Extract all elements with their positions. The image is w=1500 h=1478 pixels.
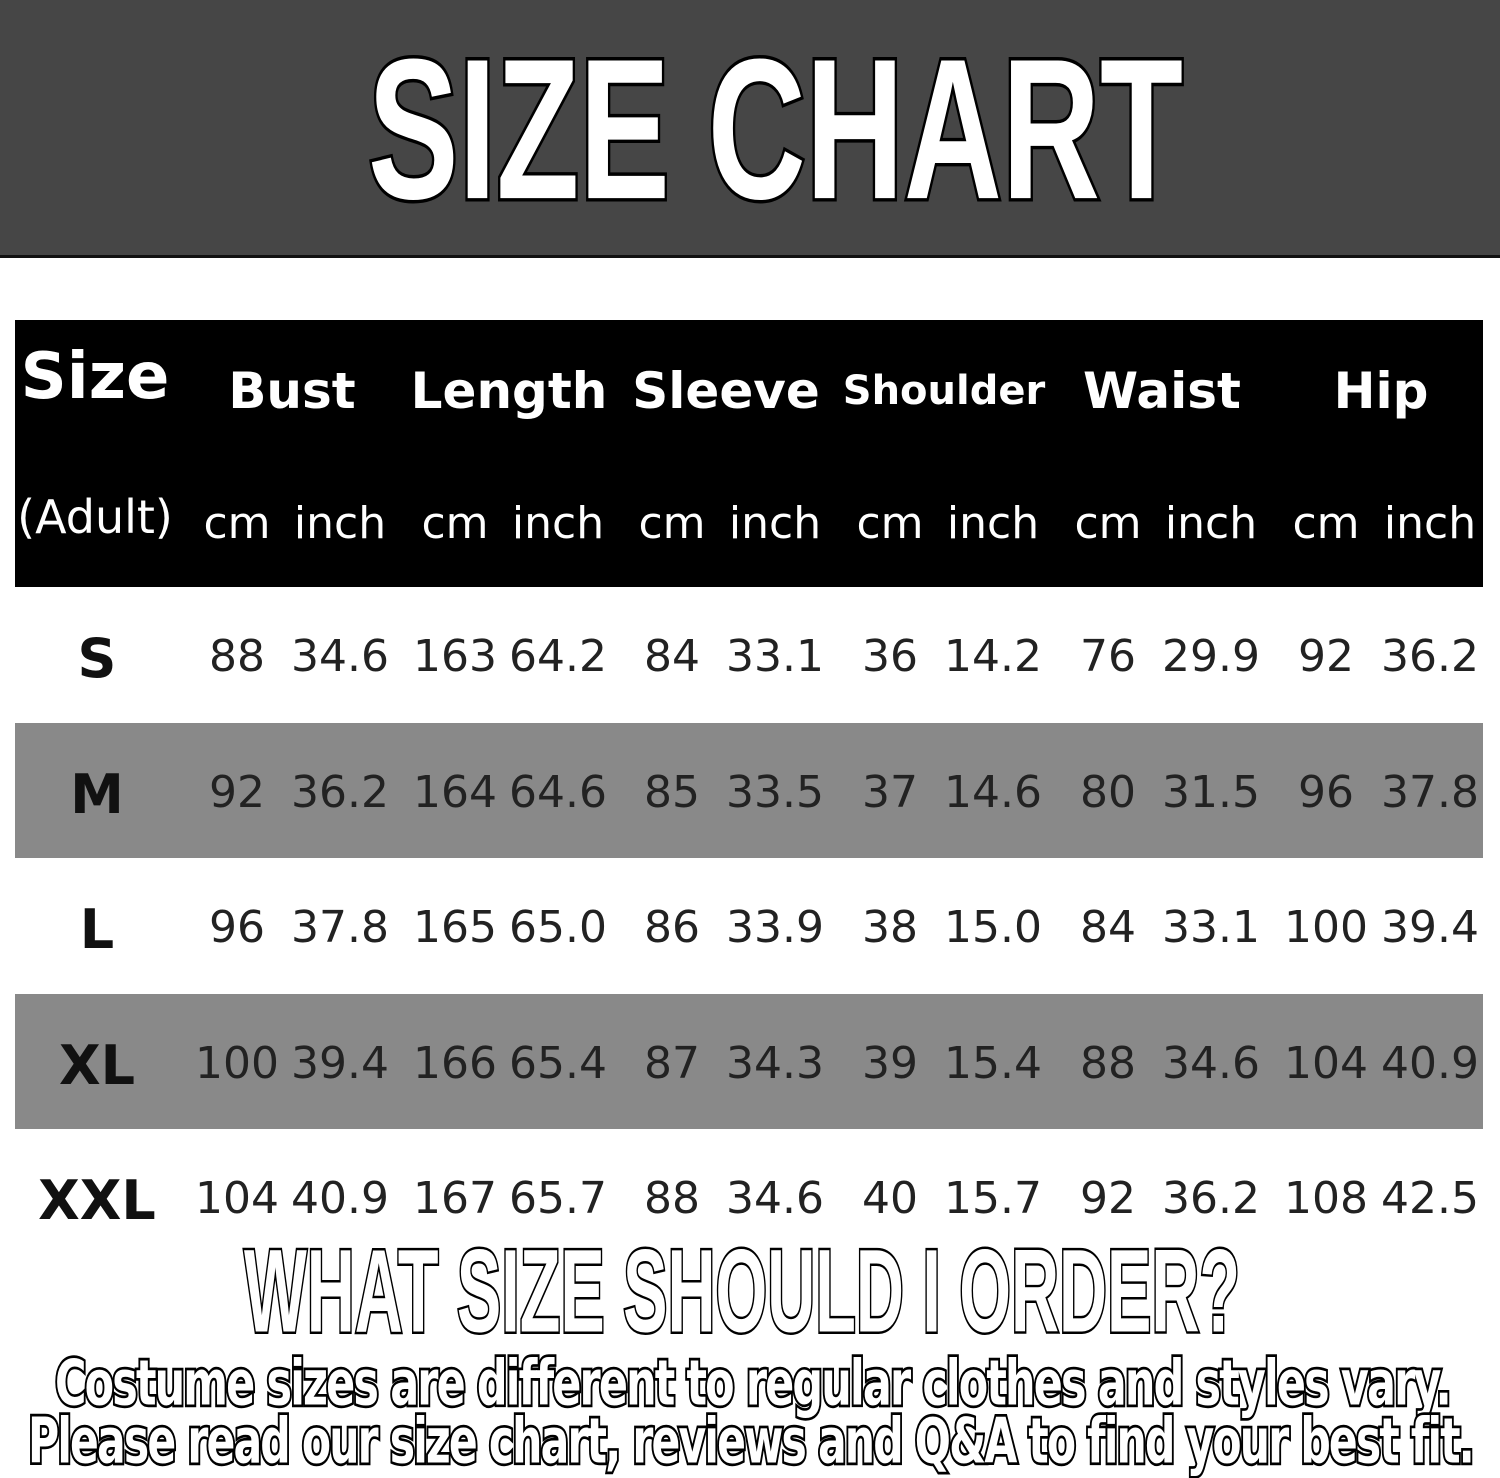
column-header-hip: Hip — [1333, 362, 1429, 420]
table-cell: 100 — [195, 1037, 279, 1089]
table-cell: 33.9 — [726, 902, 824, 953]
table-cell: 65.4 — [509, 1037, 607, 1089]
table-cell: 15.4 — [944, 1037, 1042, 1089]
column-header-length: Length — [410, 362, 608, 420]
table-cell: 14.6 — [944, 766, 1042, 818]
table-cell: 65.0 — [509, 902, 607, 953]
unit-header-cm: cm — [638, 498, 706, 549]
unit-header-inch: inch — [293, 498, 387, 549]
table-cell: 104 — [195, 1173, 279, 1224]
table-cell: 96 — [209, 902, 265, 953]
column-header-size: Size — [20, 340, 170, 414]
size-table: Size Bust Length Sleeve Shoulder Waist Hip (Adu… — [15, 320, 1483, 1265]
table-cell: 166 — [413, 1037, 497, 1089]
unit-header-cm: cm — [203, 498, 271, 549]
table-cell: 84 — [644, 631, 700, 682]
table-cell: 15.0 — [944, 902, 1042, 953]
table-cell: 80 — [1080, 766, 1136, 818]
table-header: Size Bust Length Sleeve Shoulder Waist Hip (Adu… — [15, 320, 1483, 587]
table-cell: 34.6 — [291, 631, 389, 682]
table-cell: 37.8 — [1381, 766, 1479, 818]
unit-header-inch: inch — [728, 498, 822, 549]
column-header-waist: Waist — [1083, 362, 1241, 420]
table-cell: 36.2 — [1162, 1173, 1260, 1224]
table-row: M 92 36.2 164 64.6 85 33.5 37 14.6 80 31.5 96 37.8 — [15, 722, 1483, 858]
table-cell: 37 — [862, 766, 918, 818]
table-cell: 36.2 — [1381, 631, 1479, 682]
table-cell: 76 — [1080, 631, 1136, 682]
size-label: M — [70, 762, 124, 826]
table-cell: 165 — [413, 902, 497, 953]
table-cell: 34.6 — [1162, 1037, 1260, 1089]
table-cell: 92 — [1298, 631, 1354, 682]
table-cell: 164 — [413, 766, 497, 818]
table-cell: 15.7 — [944, 1173, 1042, 1224]
table-cell: 36.2 — [291, 766, 389, 818]
table-row: L 96 37.8 165 65.0 86 33.9 38 15.0 84 33.1 100 39.4 — [15, 858, 1483, 994]
unit-header-inch: inch — [1383, 498, 1477, 549]
size-label: S — [77, 627, 117, 690]
unit-header-cm: cm — [856, 498, 924, 549]
title-band — [0, 0, 1500, 258]
table-cell: 92 — [1080, 1173, 1136, 1224]
table-cell: 31.5 — [1162, 766, 1260, 818]
table-cell: 88 — [644, 1173, 700, 1224]
table-cell: 40.9 — [1381, 1037, 1479, 1089]
advice-line-2: Please read our size chart, reviews and … — [26, 1404, 1477, 1478]
table-cell: 33.1 — [1162, 902, 1260, 953]
table-cell: 33.1 — [726, 631, 824, 682]
table-cell: 85 — [644, 766, 700, 818]
table-row: XXL 104 40.9 167 65.7 88 34.6 40 15.7 92 36.2 108 42… — [15, 1129, 1483, 1265]
table-cell: 33.5 — [726, 766, 824, 818]
table-cell: 40 — [862, 1173, 918, 1224]
unit-header-cm: cm — [1074, 498, 1142, 549]
table-cell: 36 — [862, 631, 918, 682]
column-header-shoulder: Shoulder — [842, 368, 1046, 414]
table-cell: 37.8 — [291, 902, 389, 953]
table-cell: 64.2 — [509, 631, 607, 682]
unit-header-cm: cm — [421, 498, 489, 549]
unit-header-inch: inch — [511, 498, 605, 549]
size-label: XL — [58, 1033, 136, 1097]
column-subheader-adult: (Adult) — [17, 490, 173, 544]
table-cell: 39.4 — [1381, 902, 1479, 953]
size-label: L — [79, 898, 115, 961]
unit-header-inch: inch — [1164, 498, 1258, 549]
table-row: S 88 34.6 163 64.2 84 33.1 36 14.2 76 29.9 92 36.2 — [15, 587, 1483, 723]
column-header-bust: Bust — [228, 362, 356, 420]
table-cell: 108 — [1284, 1173, 1368, 1224]
table-cell: 167 — [413, 1173, 497, 1224]
table-cell: 39.4 — [291, 1037, 389, 1089]
table-cell: 92 — [209, 766, 265, 818]
table-cell: 39 — [862, 1037, 918, 1089]
table-cell: 96 — [1298, 766, 1354, 818]
page-title: SIZE CHART — [366, 17, 1186, 242]
table-cell: 29.9 — [1162, 631, 1260, 682]
table-cell: 38 — [862, 902, 918, 953]
advice-line-1: Costume sizes are different to regular c… — [53, 1346, 1454, 1420]
size-question-heading: WHAT SIZE SHOULD I ORDER? — [243, 1225, 1242, 1357]
table-cell: 163 — [413, 631, 497, 682]
table-cell: 34.6 — [726, 1173, 824, 1224]
table-cell: 88 — [1080, 1037, 1136, 1089]
table-cell: 64.6 — [509, 766, 607, 818]
table-cell: 84 — [1080, 902, 1136, 953]
table-cell: 40.9 — [291, 1173, 389, 1224]
size-label: XXL — [38, 1169, 156, 1232]
column-header-sleeve: Sleeve — [632, 362, 820, 420]
table-cell: 34.3 — [726, 1037, 824, 1089]
table-cell: 100 — [1284, 902, 1368, 953]
unit-header-cm: cm — [1292, 498, 1360, 549]
table-cell: 87 — [644, 1037, 700, 1089]
table-row: XL 100 39.4 166 65.4 87 34.3 39 15.4 88 34.6 104 40.… — [15, 993, 1483, 1129]
table-cell: 88 — [209, 631, 265, 682]
table-cell: 86 — [644, 902, 700, 953]
table-cell: 14.2 — [944, 631, 1042, 682]
unit-header-inch: inch — [946, 498, 1040, 549]
table-cell: 42.5 — [1381, 1173, 1479, 1224]
table-cell: 65.7 — [509, 1173, 607, 1224]
table-cell: 104 — [1284, 1037, 1368, 1089]
